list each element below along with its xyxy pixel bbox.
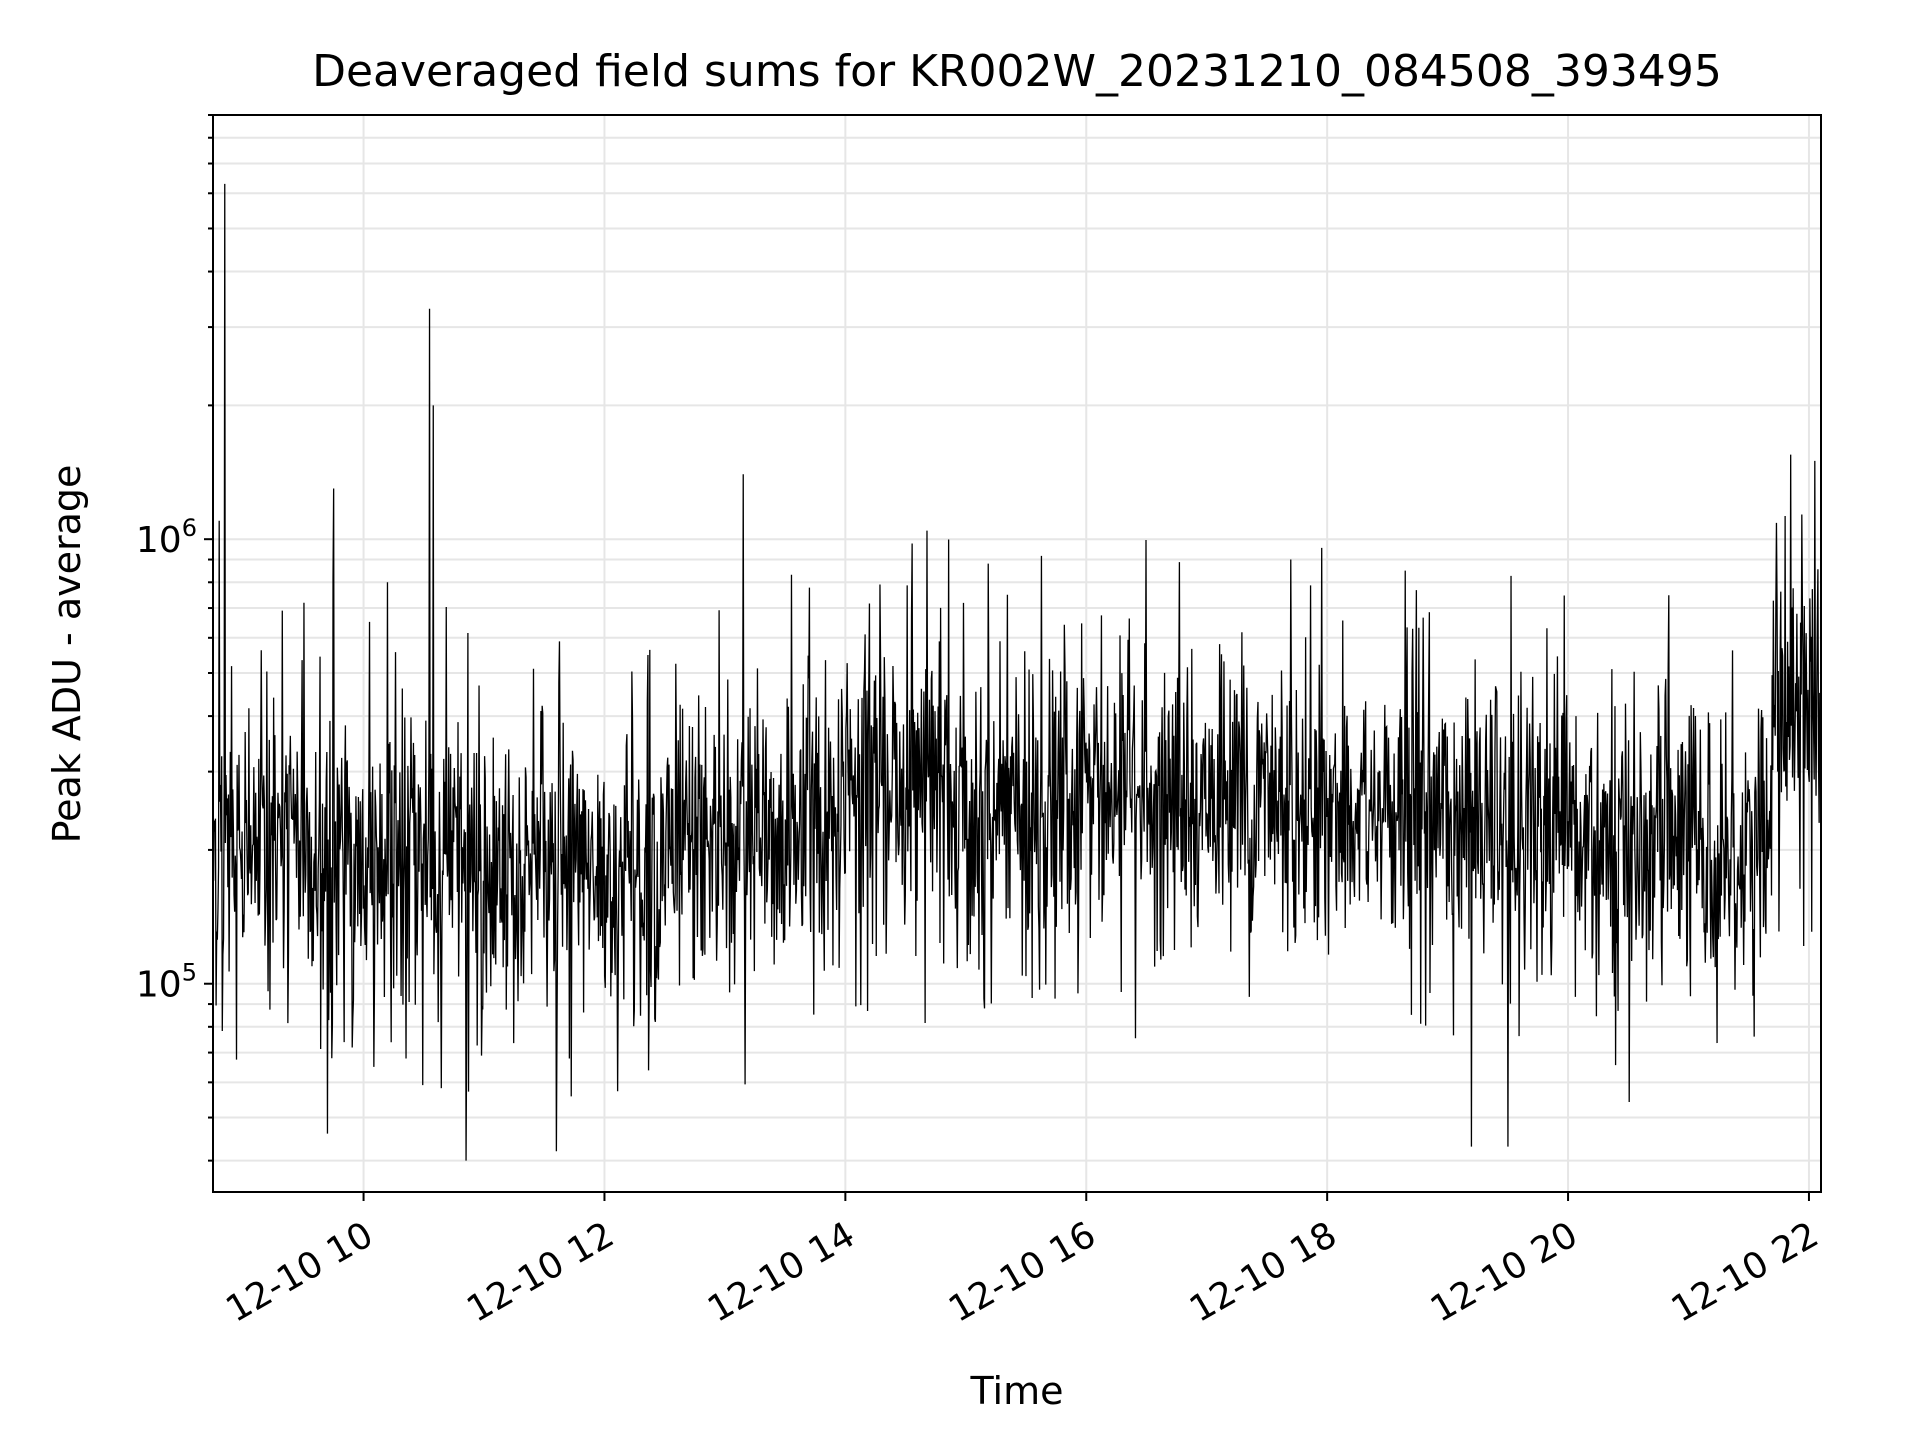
series-layer <box>213 183 1821 1161</box>
chart-title: Deaveraged field sums for KR002W_2023121… <box>312 46 1722 97</box>
plot-frame <box>212 114 1822 1193</box>
y-tick-label: 105 <box>136 959 197 1006</box>
y-tick-label-base: 10 <box>136 965 182 1006</box>
y-axis-label: Peak ADU - average <box>45 465 89 844</box>
y-tick-label-exponent: 5 <box>182 959 197 987</box>
y-tick-label-exponent: 6 <box>182 514 197 542</box>
y-tick-label-base: 10 <box>136 520 182 561</box>
y-tick-label: 106 <box>136 514 197 561</box>
data-series-line <box>213 183 1821 1161</box>
x-axis-label: Time <box>970 1369 1064 1413</box>
